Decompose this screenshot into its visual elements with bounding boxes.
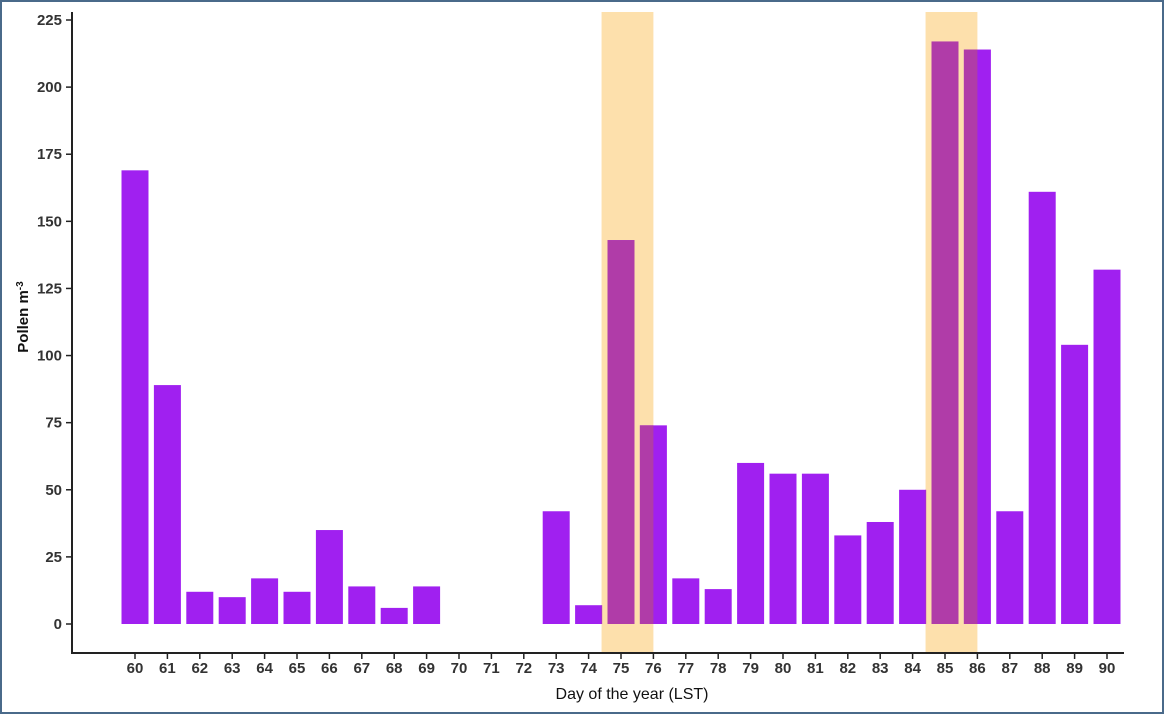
x-tick-label: 76: [645, 660, 662, 677]
y-tick-label: 150: [37, 213, 62, 230]
x-tick-label: 88: [1034, 660, 1051, 677]
x-tick-label: 75: [613, 660, 630, 677]
bar-day-68: [380, 607, 408, 624]
x-tick-label: 90: [1099, 660, 1116, 677]
x-tick-label: 64: [256, 660, 273, 677]
x-tick-label: 67: [353, 660, 370, 677]
bar-band-overlap: [925, 489, 927, 624]
x-tick-label: 69: [418, 660, 435, 677]
x-tick-label: 60: [127, 660, 144, 677]
x-tick-label: 80: [775, 660, 792, 677]
y-ticks: 0 25 50 75 100 125 150 175 200 225: [37, 12, 72, 633]
bar-day-78: [704, 589, 732, 624]
bar-day-74: [575, 605, 603, 624]
bar-day-67: [348, 586, 376, 624]
y-tick-label: 100: [37, 348, 62, 365]
bar-day-60: [121, 170, 149, 624]
bar-band-overlap: [607, 240, 635, 624]
x-axis-title: Day of the year (LST): [556, 686, 709, 703]
bar-day-83: [866, 521, 894, 624]
y-axis-title: Pollen m-3: [15, 281, 33, 353]
bar-day-73: [542, 511, 570, 624]
bar-day-82: [834, 535, 862, 624]
axes: [71, 12, 1124, 654]
bar-day-80: [769, 473, 797, 624]
bar-band-overlap: [931, 41, 959, 624]
x-tick-label: 89: [1066, 660, 1083, 677]
bar-day-64: [251, 578, 279, 624]
bar-day-77: [672, 578, 700, 624]
y-tick-label: 225: [37, 12, 62, 29]
bar-band-overlap: [963, 49, 978, 625]
bar-day-88: [1028, 191, 1056, 624]
bar-band-overlap: [639, 425, 654, 624]
x-tick-label: 84: [904, 660, 921, 677]
x-tick-label: 79: [742, 660, 759, 677]
bar-day-87: [996, 511, 1024, 624]
bar-day-90: [1093, 269, 1121, 624]
bar-day-65: [283, 591, 311, 624]
bar-day-81: [801, 473, 829, 624]
x-tick-label: 63: [224, 660, 241, 677]
bar-day-69: [413, 586, 441, 624]
x-tick-label: 61: [159, 660, 176, 677]
x-tick-label: 77: [677, 660, 694, 677]
x-tick-label: 86: [969, 660, 986, 677]
bar-day-84: [899, 489, 927, 624]
x-ticks: 60 61 62 63 64 65 66 67 68 69 70 71 72 73 74 75 76 77 78 79…: [127, 653, 1116, 677]
bar-day-89: [1061, 344, 1089, 624]
y-axis-title-sup: -3: [15, 281, 26, 290]
bar-day-66: [315, 530, 343, 624]
x-tick-label: 71: [483, 660, 500, 677]
y-tick-label: 125: [37, 280, 62, 297]
x-tick-label: 85: [937, 660, 954, 677]
y-tick-label: 200: [37, 79, 62, 96]
y-tick-label: 175: [37, 146, 62, 163]
x-tick-label: 66: [321, 660, 338, 677]
x-tick-label: 83: [872, 660, 889, 677]
x-tick-label: 65: [289, 660, 306, 677]
bar-day-79: [737, 462, 765, 624]
x-tick-label: 81: [807, 660, 824, 677]
y-axis-title-main: Pollen m: [15, 290, 32, 353]
y-tick-label: 25: [45, 549, 62, 566]
x-tick-label: 68: [386, 660, 403, 677]
y-tick-label: 50: [45, 482, 62, 499]
x-tick-label: 78: [710, 660, 727, 677]
x-tick-label: 87: [1001, 660, 1018, 677]
bar-band-overlap: [601, 605, 603, 624]
bar-day-61: [153, 385, 181, 624]
x-tick-label: 82: [839, 660, 856, 677]
x-tick-label: 72: [515, 660, 532, 677]
y-tick-label: 75: [45, 415, 62, 432]
x-tick-label: 73: [548, 660, 565, 677]
x-tick-label: 70: [451, 660, 468, 677]
band-overlap: [601, 41, 978, 625]
x-tick-label: 62: [191, 660, 208, 677]
bar-day-62: [186, 591, 214, 624]
bar-day-63: [218, 597, 246, 624]
x-tick-label: 74: [580, 660, 597, 677]
y-tick-label: 0: [54, 616, 62, 633]
